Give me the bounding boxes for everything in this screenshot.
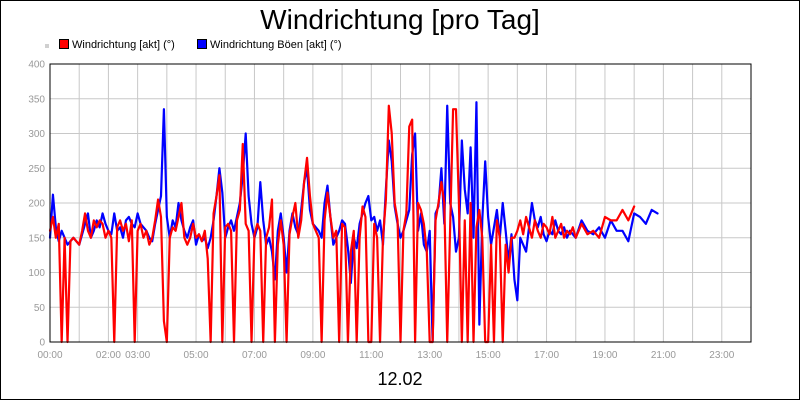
x-tick-label: 02:00	[96, 350, 121, 361]
legend-item-windrichtung: Windrichtung [akt] (°)	[59, 39, 175, 51]
plot-border	[49, 63, 752, 343]
x-tick-label: 11:00	[359, 350, 384, 361]
y-tick-label: 300	[28, 129, 45, 140]
series-line-windrichtung-boeen	[48, 101, 659, 344]
y-tick-label: 200	[28, 199, 45, 210]
x-tick-label: 19:00	[592, 350, 617, 361]
legend-swatch-red	[59, 39, 69, 49]
x-tick-label: 15:00	[476, 350, 501, 361]
legend-label-windrichtung-boeen: Windrichtung Böen [akt] (°)	[210, 39, 342, 51]
series-line-windrichtung	[48, 104, 636, 344]
y-tick-label: 350	[28, 94, 45, 105]
y-tick-label: 50	[34, 303, 46, 314]
legend-marker-icon	[45, 44, 49, 48]
y-tick-label: 150	[28, 233, 45, 244]
y-tick-label: 0	[39, 338, 45, 349]
x-tick-label: 13:00	[417, 350, 442, 361]
legend-item-windrichtung-boeen: Windrichtung Böen [akt] (°)	[197, 39, 342, 51]
x-tick-label: 07:00	[242, 350, 267, 361]
legend-swatch-blue	[197, 39, 207, 49]
x-tick-label: 23:00	[709, 350, 734, 361]
legend-label-windrichtung: Windrichtung [akt] (°)	[72, 39, 175, 51]
x-axis-label-date: 12.02	[377, 369, 423, 389]
chart-title: Windrichtung [pro Tag]	[260, 4, 540, 35]
y-tick-label: 250	[28, 164, 45, 175]
x-tick-label: 09:00	[300, 350, 325, 361]
x-tick-label: 05:00	[184, 350, 209, 361]
x-tick-label: 03:00	[125, 350, 150, 361]
x-tick-label: 00:00	[37, 350, 62, 361]
y-tick-label: 400	[28, 60, 45, 71]
y-tick-label: 100	[28, 268, 45, 279]
x-tick-label: 21:00	[651, 350, 676, 361]
x-tick-label: 17:00	[534, 350, 559, 361]
